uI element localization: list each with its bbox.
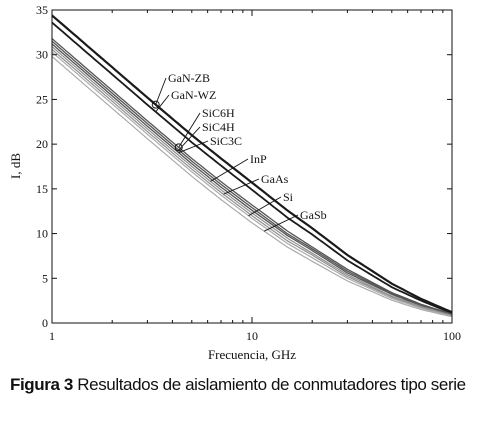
annotation-label-si: Si — [283, 190, 294, 204]
series-line-si — [51, 51, 453, 317]
annotation-label-gan-wz: GaN-WZ — [171, 88, 216, 102]
leader-gaas — [223, 178, 260, 195]
y-tick-label: 15 — [36, 182, 48, 196]
figure-caption: Figura 3 Resultados de aislamiento de co… — [10, 372, 475, 398]
leader-gan-wz — [155, 94, 170, 113]
annotation-label-gasb: GaSb — [300, 208, 327, 222]
series-line-sic6h — [51, 38, 453, 315]
series-curves — [51, 14, 453, 318]
x-tick-label: 1 — [49, 329, 55, 343]
y-tick-label: 0 — [42, 316, 48, 330]
marker-gan-zb — [151, 100, 160, 109]
x-tick-label: 10 — [246, 329, 258, 343]
axis-ticks — [51, 9, 453, 324]
y-tick-label: 30 — [36, 48, 48, 62]
annotation-label-inp: InP — [250, 152, 267, 166]
leader-gan-zb — [155, 77, 167, 105]
leader-inp — [210, 158, 249, 182]
annotation-label-sic6h: SiC6H — [202, 106, 235, 120]
series-line-sic4h — [51, 40, 453, 316]
annotation-label-sic3c: SiC3C — [210, 134, 242, 148]
annotation-label-gaas: GaAs — [261, 172, 289, 186]
series-line-sic3c — [51, 43, 453, 316]
plot-area-frame — [51, 9, 453, 324]
leader-sic6h — [178, 112, 201, 148]
series-line-gan-wz — [51, 21, 453, 315]
series-line-gan-zb — [51, 14, 453, 314]
leader-si — [248, 196, 282, 217]
y-tick-label: 10 — [36, 227, 48, 241]
series-line-gaas — [51, 48, 453, 317]
x-tick-label: 100 — [443, 329, 461, 343]
leader-sic3c — [178, 140, 209, 154]
y-tick-label: 20 — [36, 137, 48, 151]
figure-label: Figura 3 — [10, 375, 73, 394]
annotation-label-gan-zb: GaN-ZB — [168, 71, 210, 85]
leader-gasb — [263, 214, 299, 232]
figure-caption-text: Resultados de aislamiento de conmutadore… — [77, 375, 466, 394]
annotation-label-sic4h: SiC4H — [202, 120, 235, 134]
y-tick-label: 35 — [36, 3, 48, 17]
leader-sic4h — [178, 126, 201, 151]
annotation-leaders — [151, 77, 299, 232]
series-line-inp — [51, 46, 453, 316]
axis-tick-labels: 0 5 10 15 20 25 30 35 1 10 100 — [36, 3, 461, 343]
y-axis-label: I, dB — [8, 153, 23, 179]
series-line-gasb — [51, 56, 453, 318]
x-axis-label: Frecuencia, GHz — [208, 347, 296, 362]
y-tick-label: 25 — [36, 92, 48, 106]
marker-sic6h — [174, 143, 183, 152]
y-tick-label: 5 — [42, 271, 48, 285]
